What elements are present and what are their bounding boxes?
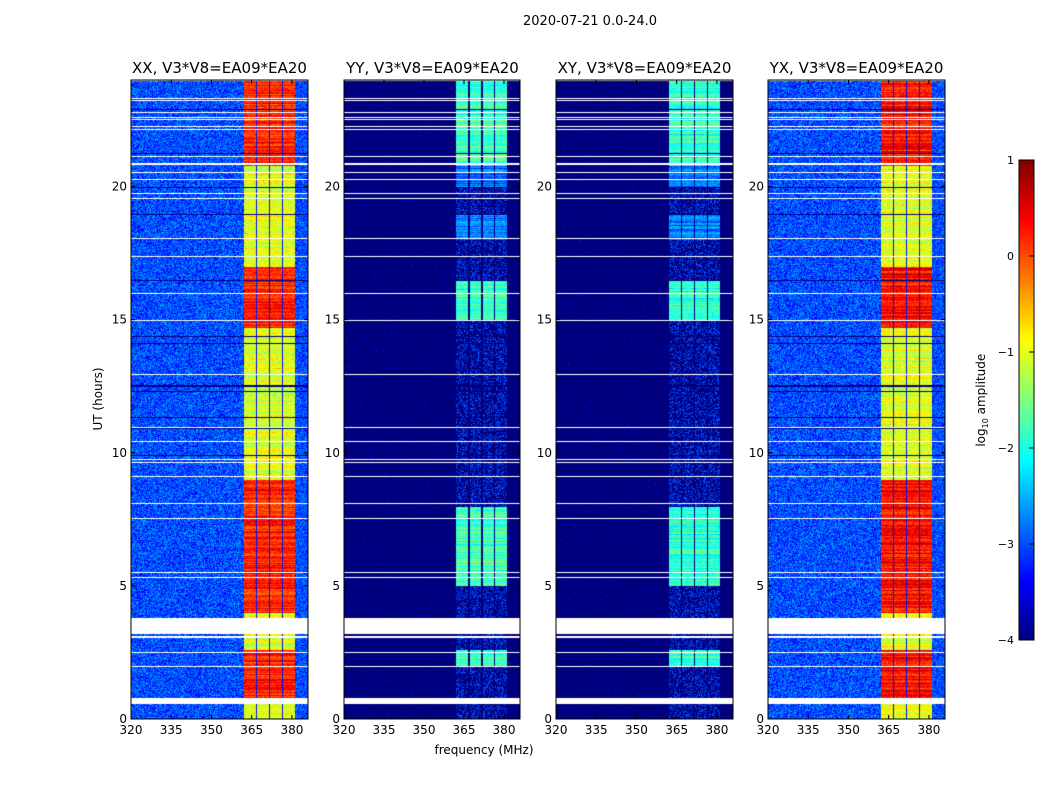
x-axis-label: frequency (MHz) — [434, 743, 534, 757]
x-tick-label: 365 — [240, 723, 263, 737]
colorbar-label-rest: amplitude — [973, 353, 988, 419]
colorbar-tick-label: 1 — [1007, 154, 1014, 167]
x-tick-label: 320 — [757, 723, 780, 737]
y-tick-label: 10 — [112, 446, 127, 460]
colorbar-tick-label: 0 — [1007, 250, 1014, 263]
y-tick-label: 0 — [332, 712, 340, 726]
x-tick-label: 320 — [120, 723, 143, 737]
x-tick-label: 365 — [877, 723, 900, 737]
y-tick-label: 10 — [537, 446, 552, 460]
colorbar-label-main: log — [973, 428, 988, 447]
x-tick-label: 320 — [333, 723, 356, 737]
y-tick-label: 15 — [112, 313, 127, 327]
y-tick-label: 20 — [325, 180, 340, 194]
y-tick-label: 15 — [325, 313, 340, 327]
x-tick-label: 380 — [917, 723, 940, 737]
colorbar — [1019, 160, 1034, 640]
figure-title: 2020-07-21 0.0-24.0 — [523, 14, 657, 29]
x-tick-label: 350 — [837, 723, 860, 737]
y-tick-label: 20 — [749, 180, 764, 194]
y-tick-label: 15 — [537, 313, 552, 327]
y-tick-label: 5 — [756, 579, 764, 593]
x-tick-label: 350 — [200, 723, 223, 737]
panel-title-yx: YX, V3*V8=EA09*EA20 — [769, 59, 944, 77]
x-tick-label: 380 — [705, 723, 728, 737]
y-tick-label: 20 — [112, 180, 127, 194]
y-tick-label: 10 — [325, 446, 340, 460]
x-tick-label: 320 — [545, 723, 568, 737]
panel-frame — [555, 79, 734, 720]
panel-title-yy: YY, V3*V8=EA09*EA20 — [346, 59, 519, 77]
x-tick-label: 350 — [413, 723, 436, 737]
heatmap-yy — [344, 80, 520, 719]
x-tick-label: 335 — [373, 723, 396, 737]
panel-frame — [767, 79, 946, 720]
y-tick-label: 0 — [756, 712, 764, 726]
y-tick-label: 10 — [749, 446, 764, 460]
colorbar-tick-label: −4 — [998, 634, 1014, 647]
x-tick-label: 365 — [453, 723, 476, 737]
y-tick-label: 5 — [119, 579, 127, 593]
x-tick-label: 335 — [160, 723, 183, 737]
y-tick-label: 20 — [537, 180, 552, 194]
colorbar-frame — [1018, 159, 1035, 641]
panel-frame — [343, 79, 521, 720]
x-tick-label: 335 — [585, 723, 608, 737]
panel-title-xy: XY, V3*V8=EA09*EA20 — [557, 59, 732, 77]
colorbar-tick-label: −1 — [998, 346, 1014, 359]
y-tick-label: 5 — [544, 579, 552, 593]
panel-frame — [130, 79, 309, 720]
y-axis-label: UT (hours) — [91, 367, 105, 431]
colorbar-label: log10 amplitude — [974, 340, 990, 460]
y-tick-label: 5 — [332, 579, 340, 593]
x-tick-label: 380 — [280, 723, 303, 737]
heatmap-yx — [768, 80, 945, 719]
heatmap-xy — [556, 80, 733, 719]
y-tick-label: 0 — [119, 712, 127, 726]
heatmap-xx — [131, 80, 308, 719]
colorbar-label-sub: 10 — [981, 418, 991, 429]
x-tick-label: 365 — [665, 723, 688, 737]
x-tick-label: 350 — [625, 723, 648, 737]
y-tick-label: 0 — [544, 712, 552, 726]
x-tick-label: 380 — [493, 723, 516, 737]
x-tick-label: 335 — [797, 723, 820, 737]
colorbar-tick-label: −2 — [998, 442, 1014, 455]
colorbar-tick-label: −3 — [998, 538, 1014, 551]
panel-title-xx: XX, V3*V8=EA09*EA20 — [132, 59, 307, 77]
y-tick-label: 15 — [749, 313, 764, 327]
